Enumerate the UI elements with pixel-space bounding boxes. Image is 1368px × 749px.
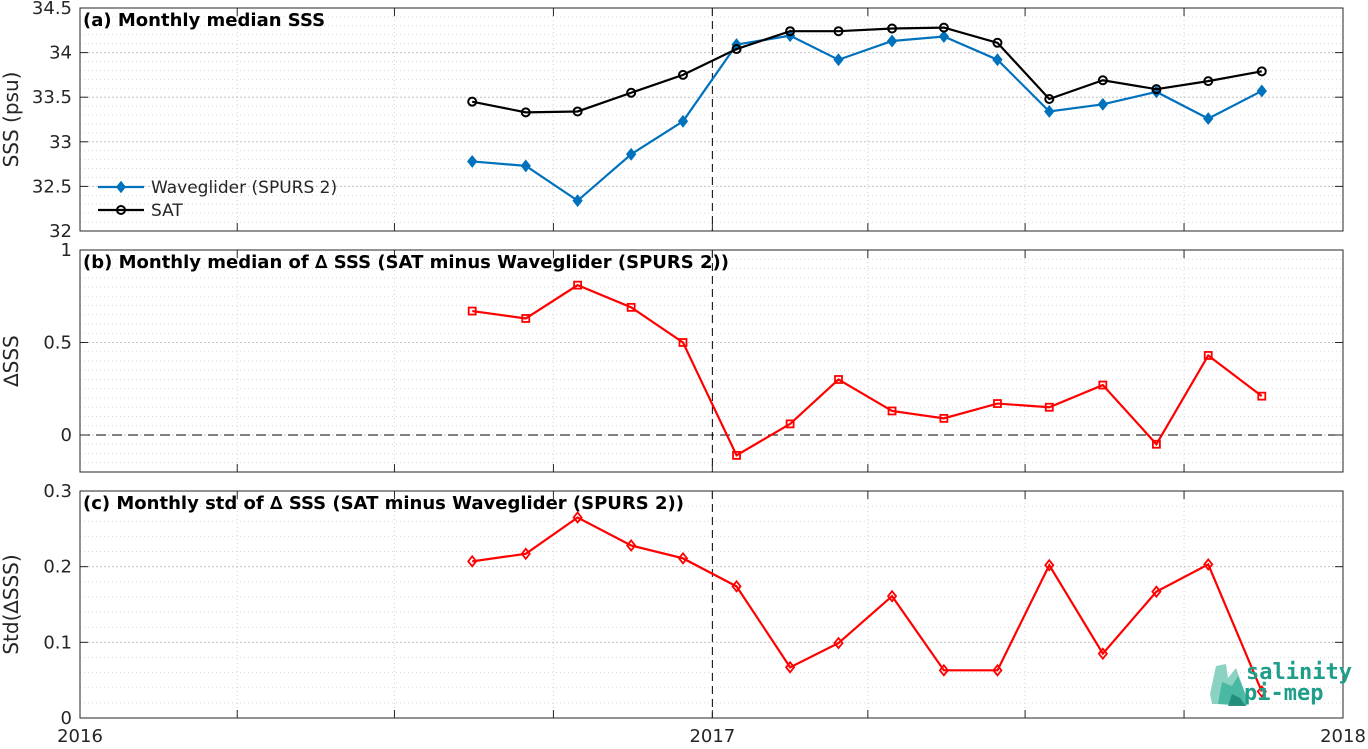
series-line [472,34,1263,203]
data-point [992,53,1003,67]
data-point [626,539,637,552]
data-point [886,34,898,48]
data-point [467,554,478,568]
data-point [626,147,637,161]
data-point [993,399,1002,408]
data-point [520,547,531,561]
data-point [784,660,796,674]
data-point [677,69,688,80]
data-point [887,23,898,34]
y-tick-label: 34.5 [32,0,72,19]
y-tick-label: 32 [49,221,72,242]
data-point [731,579,742,593]
data-point [1044,558,1055,572]
axes-box [79,249,1344,473]
data-point [520,159,531,173]
data-point [732,450,741,460]
data-point [678,338,688,347]
axes-box [79,7,1344,232]
y-tick-label: 0.2 [43,557,72,578]
data-point [992,37,1003,48]
data-point [833,26,844,37]
data-point [1256,84,1267,98]
data-point [939,413,949,423]
legend-marker [116,205,126,215]
y-axis-label: Std(∆SSS) [0,554,23,654]
data-point [1203,557,1214,571]
panel-title: (a) Monthly median SSS [83,10,325,31]
data-point [1257,391,1267,401]
data-point [572,194,583,208]
y-tick-label: 0.1 [43,632,72,653]
data-point [1044,105,1055,118]
data-point [938,22,949,33]
data-point [833,53,844,67]
data-point [1044,93,1055,104]
x-tick-label: 2016 [57,726,103,745]
series-line [471,26,1262,114]
y-tick-label: 33 [49,132,72,153]
data-point [1151,585,1162,599]
data-point [467,154,478,168]
data-point [938,30,950,43]
y-tick-label: 34 [49,43,72,64]
x-tick-label: 2018 [1320,726,1366,745]
data-point [626,87,637,98]
axes-box [79,490,1344,719]
data-point [731,44,742,55]
logo-text-pi-mep: pi-mep [1244,681,1323,706]
legend-label: Waveglider (SPURS 2) [151,178,337,198]
y-tick-label: 32.5 [32,176,72,197]
data-point [887,406,897,416]
data-point [1097,75,1108,86]
panel-title: (c) Monthly std of ∆ SSS (SAT minus Wave… [83,493,684,514]
y-axis-label: ∆SSS [0,335,23,387]
data-point [992,663,1003,677]
y-axis-label: SSS (psu) [0,72,23,168]
data-point [467,306,477,316]
y-tick-label: 0.5 [43,333,72,354]
data-point [785,26,796,37]
data-point [520,107,531,118]
data-point [1097,97,1108,111]
data-point [1203,112,1214,126]
data-point [1203,351,1213,360]
data-point [626,302,636,312]
data-point [886,589,898,603]
data-point [677,551,689,565]
panel-title: (b) Monthly median of ∆ SSS (SAT minus W… [83,252,729,273]
data-point [572,106,583,117]
data-point [1151,84,1162,95]
series-line [472,283,1263,457]
data-point [1152,439,1161,449]
legend-label: SAT [151,201,183,221]
data-point [467,96,478,107]
legend-marker [116,180,126,194]
data-point [521,314,531,323]
series-line [472,516,1263,692]
data-point [834,375,843,384]
y-tick-label: 0.3 [43,481,72,502]
data-point [1203,76,1214,87]
logo-text-salinity: salinity [1246,660,1352,685]
data-point [1044,402,1054,412]
data-point [1097,647,1108,661]
y-tick-label: 0 [61,708,72,729]
data-point [938,663,950,677]
data-point [1256,66,1267,77]
x-tick-label: 2017 [689,726,735,745]
data-point [677,114,689,128]
data-point [785,419,795,429]
salinity-pi-mep-logo: salinity pi-mep [1210,660,1352,706]
y-tick-label: 33.5 [32,87,72,108]
data-point [572,511,583,524]
data-point [573,280,582,290]
y-tick-label: 1 [61,240,72,261]
y-tick-label: 0 [61,425,72,446]
data-point [833,636,844,650]
data-point [1256,685,1267,698]
data-point [1098,380,1108,390]
